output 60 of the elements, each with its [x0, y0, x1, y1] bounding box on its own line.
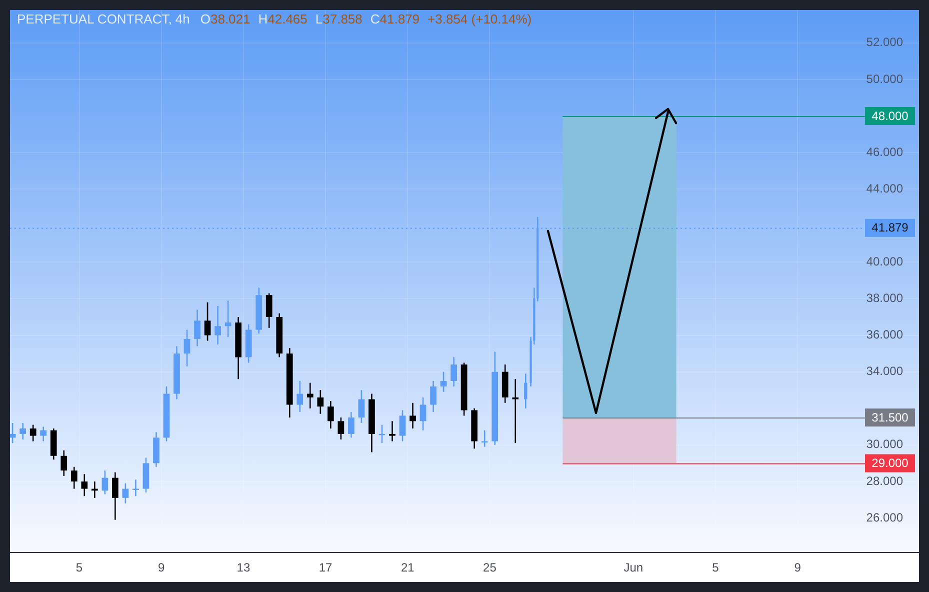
- chart-title: PERPETUAL CONTRACT, 4h: [17, 12, 190, 27]
- x-tick-label: 13: [236, 560, 250, 575]
- candlestick: [204, 302, 211, 342]
- candlestick: [30, 424, 36, 442]
- candlestick: [410, 402, 416, 430]
- ref-line-label: 31.500: [872, 410, 909, 424]
- candlestick: [10, 422, 16, 444]
- annotation: O38.021: [200, 12, 250, 27]
- ref-line-label: 48.000: [872, 108, 909, 123]
- y-tick-label: 50.000: [866, 72, 904, 86]
- candlestick: [327, 400, 334, 430]
- candlestick: [70, 466, 78, 490]
- x-tick-label: 9: [158, 560, 166, 575]
- candlestick: [338, 416, 344, 440]
- ref-line-label: 41.879: [872, 220, 909, 235]
- x-tick-label: 5: [712, 560, 720, 575]
- candlestick: [317, 389, 324, 414]
- candlestick: [389, 420, 396, 442]
- candlestick: [194, 309, 200, 347]
- ref-line-label: 29.000: [872, 456, 909, 470]
- candlestick: [112, 472, 118, 520]
- candlestick: [450, 356, 457, 388]
- candlestick: [358, 389, 365, 424]
- annotation: +3.854 (+10.14%): [428, 12, 532, 27]
- y-tick-label: 26.000: [866, 510, 904, 524]
- y-tick-label: 44.000: [866, 181, 904, 196]
- y-tick-label: 34.000: [866, 364, 904, 378]
- candlestick: [122, 482, 129, 504]
- x-tick-label: Jun: [624, 560, 644, 575]
- y-tick-label: 28.000: [866, 474, 904, 488]
- y-tick-label: 46.000: [866, 144, 904, 159]
- candlestick: [430, 380, 436, 413]
- annotation: L37.858: [315, 12, 362, 27]
- candlestick: [20, 422, 26, 440]
- annotation: H42.465: [258, 12, 308, 27]
- y-tick-label: 40.000: [866, 254, 904, 268]
- y-tick-label: 30.000: [866, 437, 904, 452]
- x-tick-label: 21: [400, 560, 415, 575]
- candlestick: [440, 371, 447, 393]
- candlestick: [420, 396, 426, 431]
- candlestick: [184, 329, 190, 367]
- y-tick-label: 36.000: [866, 328, 904, 342]
- candlestick: [296, 380, 304, 413]
- candlestick: [81, 474, 88, 497]
- candlestick: [60, 450, 68, 477]
- candlestick: [306, 382, 314, 410]
- candlestick: [214, 305, 221, 346]
- x-tick-label: 17: [318, 560, 333, 575]
- annotation: C41.879: [370, 12, 420, 27]
- candlestick: [102, 470, 108, 495]
- candlestick: [399, 410, 406, 442]
- y-tick-label: 38.000: [866, 291, 904, 306]
- candlestick: [348, 411, 354, 438]
- candlestick: [224, 300, 232, 338]
- y-tick-label: 52.000: [866, 35, 904, 50]
- x-tick-label: 25: [483, 560, 497, 575]
- candlestick: [266, 292, 272, 329]
- candlestick: [40, 426, 47, 442]
- x-tick-label: 9: [794, 560, 802, 575]
- x-tick-label: 5: [76, 560, 83, 575]
